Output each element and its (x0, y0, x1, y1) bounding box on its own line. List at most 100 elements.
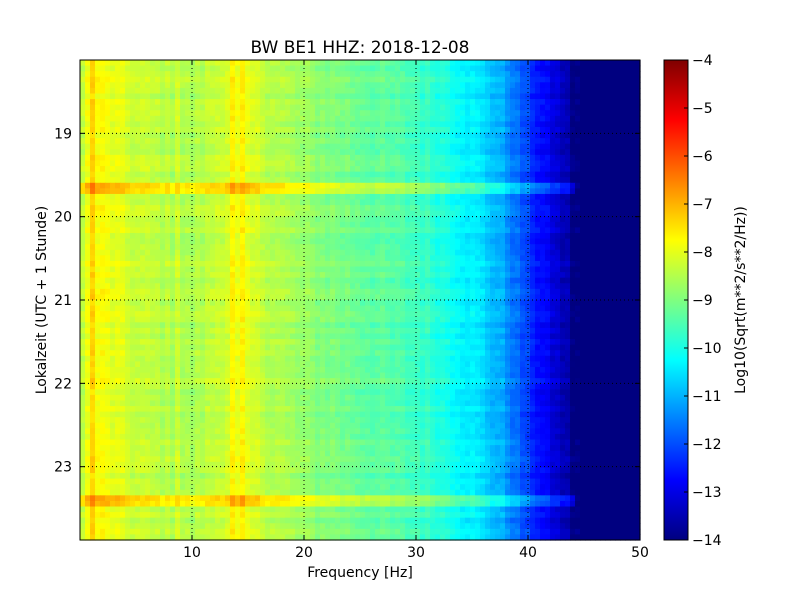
heatmap-cell (315, 210, 321, 217)
heatmap-cell (285, 244, 291, 251)
heatmap-cell (385, 305, 391, 312)
heatmap-cell (230, 244, 236, 251)
heatmap-cell (400, 138, 406, 145)
heatmap-cell (480, 244, 486, 251)
heatmap-cell (135, 121, 141, 128)
heatmap-cell (600, 210, 606, 217)
heatmap-cell (100, 283, 106, 290)
heatmap-cell (325, 76, 331, 83)
heatmap-cell (260, 99, 266, 106)
heatmap-cell (530, 93, 536, 100)
heatmap-cell (355, 266, 361, 273)
heatmap-cell (495, 82, 501, 89)
heatmap-cell (185, 138, 191, 145)
heatmap-cell (575, 294, 581, 301)
heatmap-cell (380, 199, 386, 206)
heatmap-cell (345, 233, 351, 240)
heatmap-cell (410, 283, 416, 290)
heatmap-cell (455, 283, 461, 290)
heatmap-cell (145, 188, 151, 195)
heatmap-cell (155, 227, 161, 234)
heatmap-cell (595, 227, 601, 234)
heatmap-cell (245, 99, 251, 106)
heatmap-cell (605, 65, 611, 72)
heatmap-cell (295, 160, 301, 167)
heatmap-cell (450, 288, 456, 296)
heatmap-cell (530, 255, 536, 262)
heatmap-cell (170, 283, 176, 290)
heatmap-cell (505, 283, 511, 290)
heatmap-cell (430, 210, 436, 217)
heatmap-cell (530, 177, 536, 184)
heatmap-cell (265, 238, 271, 245)
heatmap-cell (305, 199, 311, 206)
heatmap-cell (130, 244, 136, 251)
heatmap-cell (460, 138, 466, 145)
heatmap-cell (155, 244, 161, 251)
heatmap-cell (430, 87, 436, 95)
heatmap-cell (515, 110, 521, 117)
heatmap-cell (585, 300, 591, 307)
heatmap-cell (200, 221, 206, 229)
heatmap-cell (230, 210, 236, 217)
heatmap-cell (500, 138, 506, 145)
heatmap-cell (525, 288, 531, 296)
heatmap-cell (520, 294, 526, 301)
heatmap-cell (585, 71, 591, 78)
heatmap-cell (410, 143, 416, 150)
heatmap-cell (450, 171, 456, 178)
heatmap-cell (445, 199, 451, 206)
heatmap-cell (100, 121, 106, 128)
heatmap-cell (100, 93, 106, 100)
heatmap-cell (365, 182, 371, 189)
heatmap-cell (635, 121, 641, 128)
heatmap-cell (145, 244, 151, 251)
heatmap-cell (110, 143, 116, 150)
heatmap-cell (205, 227, 211, 234)
heatmap-cell (410, 166, 416, 173)
heatmap-cell (180, 277, 186, 284)
heatmap-cell (185, 71, 191, 78)
heatmap-cell (525, 244, 531, 251)
heatmap-cell (550, 294, 556, 301)
heatmap-cell (480, 294, 486, 301)
heatmap-cell (360, 205, 366, 212)
heatmap-cell (310, 205, 316, 212)
heatmap-cell (620, 143, 626, 150)
heatmap-cell (475, 65, 481, 72)
heatmap-cell (130, 216, 136, 223)
heatmap-cell (560, 87, 566, 95)
heatmap-cell (115, 244, 121, 251)
heatmap-cell (385, 244, 391, 251)
heatmap-cell (530, 216, 536, 223)
heatmap-cell (100, 171, 106, 178)
heatmap-cell (580, 171, 586, 178)
heatmap-cell (275, 221, 281, 229)
heatmap-cell (525, 227, 531, 234)
heatmap-cell (185, 272, 191, 279)
heatmap-cell (260, 210, 266, 217)
heatmap-cell (265, 166, 271, 173)
heatmap-cell (305, 238, 311, 245)
heatmap-cell (400, 104, 406, 111)
heatmap-cell (250, 283, 256, 290)
heatmap-cell (150, 132, 156, 139)
heatmap-cell (265, 115, 271, 122)
heatmap-cell (245, 132, 251, 139)
heatmap-cell (155, 300, 161, 307)
heatmap-cell (335, 87, 341, 95)
heatmap-cell (200, 93, 206, 100)
heatmap-cell (410, 132, 416, 139)
heatmap-cell (375, 193, 381, 201)
heatmap-cell (155, 205, 161, 212)
heatmap-cell (450, 249, 456, 256)
heatmap-cell (620, 210, 626, 217)
heatmap-cell (390, 260, 396, 268)
heatmap-cell (190, 300, 196, 307)
heatmap-cell (295, 266, 301, 273)
heatmap-cell (80, 93, 86, 100)
heatmap-cell (360, 305, 366, 312)
heatmap-cell (350, 110, 356, 117)
heatmap-cell (95, 277, 101, 284)
heatmap-cell (515, 171, 521, 178)
